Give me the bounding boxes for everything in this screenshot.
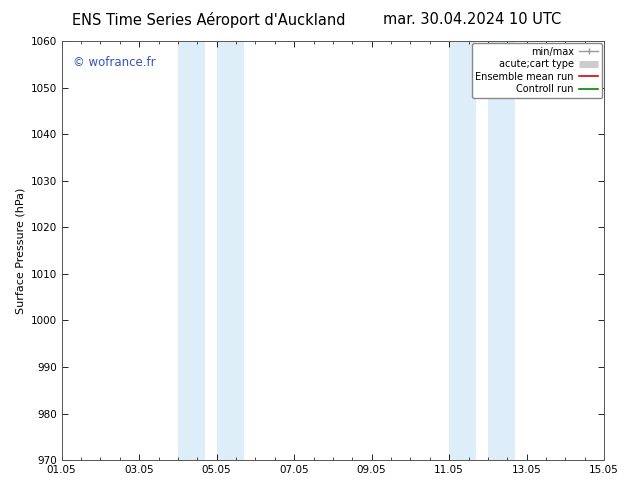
Bar bbox=[178, 41, 205, 460]
Y-axis label: Surface Pressure (hPa): Surface Pressure (hPa) bbox=[15, 187, 25, 314]
Text: mar. 30.04.2024 10 UTC: mar. 30.04.2024 10 UTC bbox=[383, 12, 562, 27]
Legend: min/max, acute;cart type, Ensemble mean run, Controll run: min/max, acute;cart type, Ensemble mean … bbox=[472, 43, 602, 98]
Text: ENS Time Series Aéroport d'Auckland: ENS Time Series Aéroport d'Auckland bbox=[72, 12, 346, 28]
Text: © wofrance.fr: © wofrance.fr bbox=[72, 56, 155, 69]
Bar bbox=[217, 41, 244, 460]
Bar bbox=[449, 41, 476, 460]
Bar bbox=[488, 41, 515, 460]
